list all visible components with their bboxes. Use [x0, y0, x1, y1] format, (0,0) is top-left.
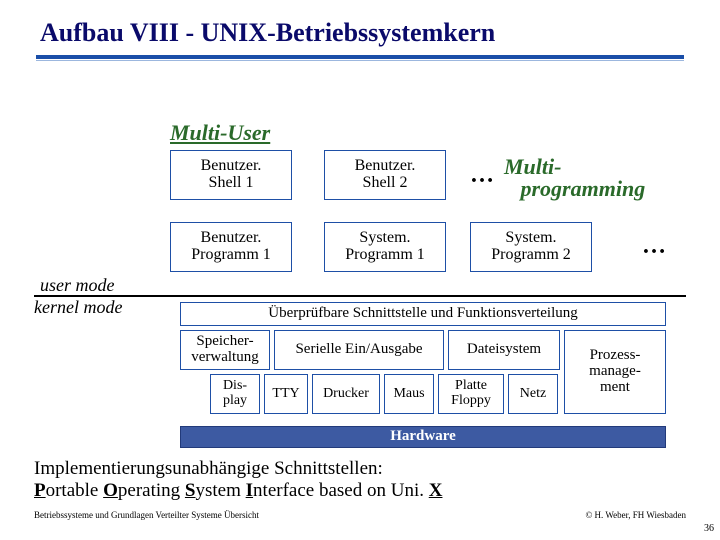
box-system-program-1: System.Programm 1	[324, 222, 446, 272]
label-multi-user: Multi-User	[170, 120, 270, 146]
credits-left: Betriebssysteme und Grundlagen Verteilte…	[34, 510, 259, 520]
credits-right: © H. Weber, FH Wiesbaden	[585, 510, 686, 520]
box-system-program-2: System.Programm 2	[470, 222, 592, 272]
box-disk: PlatteFloppy	[438, 374, 504, 414]
footer-line1: Implementierungsunabhängige Schnittstell…	[34, 458, 686, 480]
box-printer: Drucker	[312, 374, 380, 414]
posix-i: I	[246, 480, 253, 501]
credits-bar: Betriebssysteme und Grundlagen Verteilte…	[34, 510, 686, 520]
box-memory-mgmt: Speicher-verwaltung	[180, 330, 270, 370]
box-display: Dis-play	[210, 374, 260, 414]
box-net: Netz	[508, 374, 558, 414]
label-kernel-mode: kernel mode	[34, 297, 122, 318]
box-user-shell-2: Benutzer.Shell 2	[324, 150, 446, 200]
page-number: 36	[704, 523, 714, 534]
mode-divider-line	[34, 295, 686, 297]
box-process-mgmt: Prozess-manage-ment	[564, 330, 666, 414]
title-underline	[36, 55, 684, 61]
posix-s: S	[185, 480, 196, 501]
page-title: Aufbau VIII - UNIX-Betriebssystemkern	[40, 18, 495, 48]
ellipsis-icon: …	[642, 233, 666, 260]
box-user-shell-1: Benutzer.Shell 1	[170, 150, 292, 200]
footer-text: Implementierungsunabhängige Schnittstell…	[34, 458, 686, 502]
label-user-mode: user mode	[40, 275, 115, 296]
box-tty: TTY	[264, 374, 308, 414]
architecture-diagram: Multi-User Multi- programming … … Benutz…	[34, 80, 686, 450]
box-interface: Überprüfbare Schnittstelle und Funktions…	[180, 302, 666, 326]
box-mouse: Maus	[384, 374, 434, 414]
box-serial-io: Serielle Ein/Ausgabe	[274, 330, 444, 370]
box-hardware: Hardware	[180, 426, 666, 448]
ellipsis-icon: …	[470, 162, 494, 189]
posix-x: X	[429, 480, 443, 501]
posix-o: O	[103, 480, 118, 501]
label-multi-programming: Multi- programming	[504, 156, 645, 200]
footer-line2-posix: Portable Operating System Interface base…	[34, 480, 686, 502]
box-filesystem: Dateisystem	[448, 330, 560, 370]
posix-p: P	[34, 480, 46, 501]
box-user-program-1: Benutzer.Programm 1	[170, 222, 292, 272]
slide: Aufbau VIII - UNIX-Betriebssystemkern Mu…	[0, 0, 720, 540]
